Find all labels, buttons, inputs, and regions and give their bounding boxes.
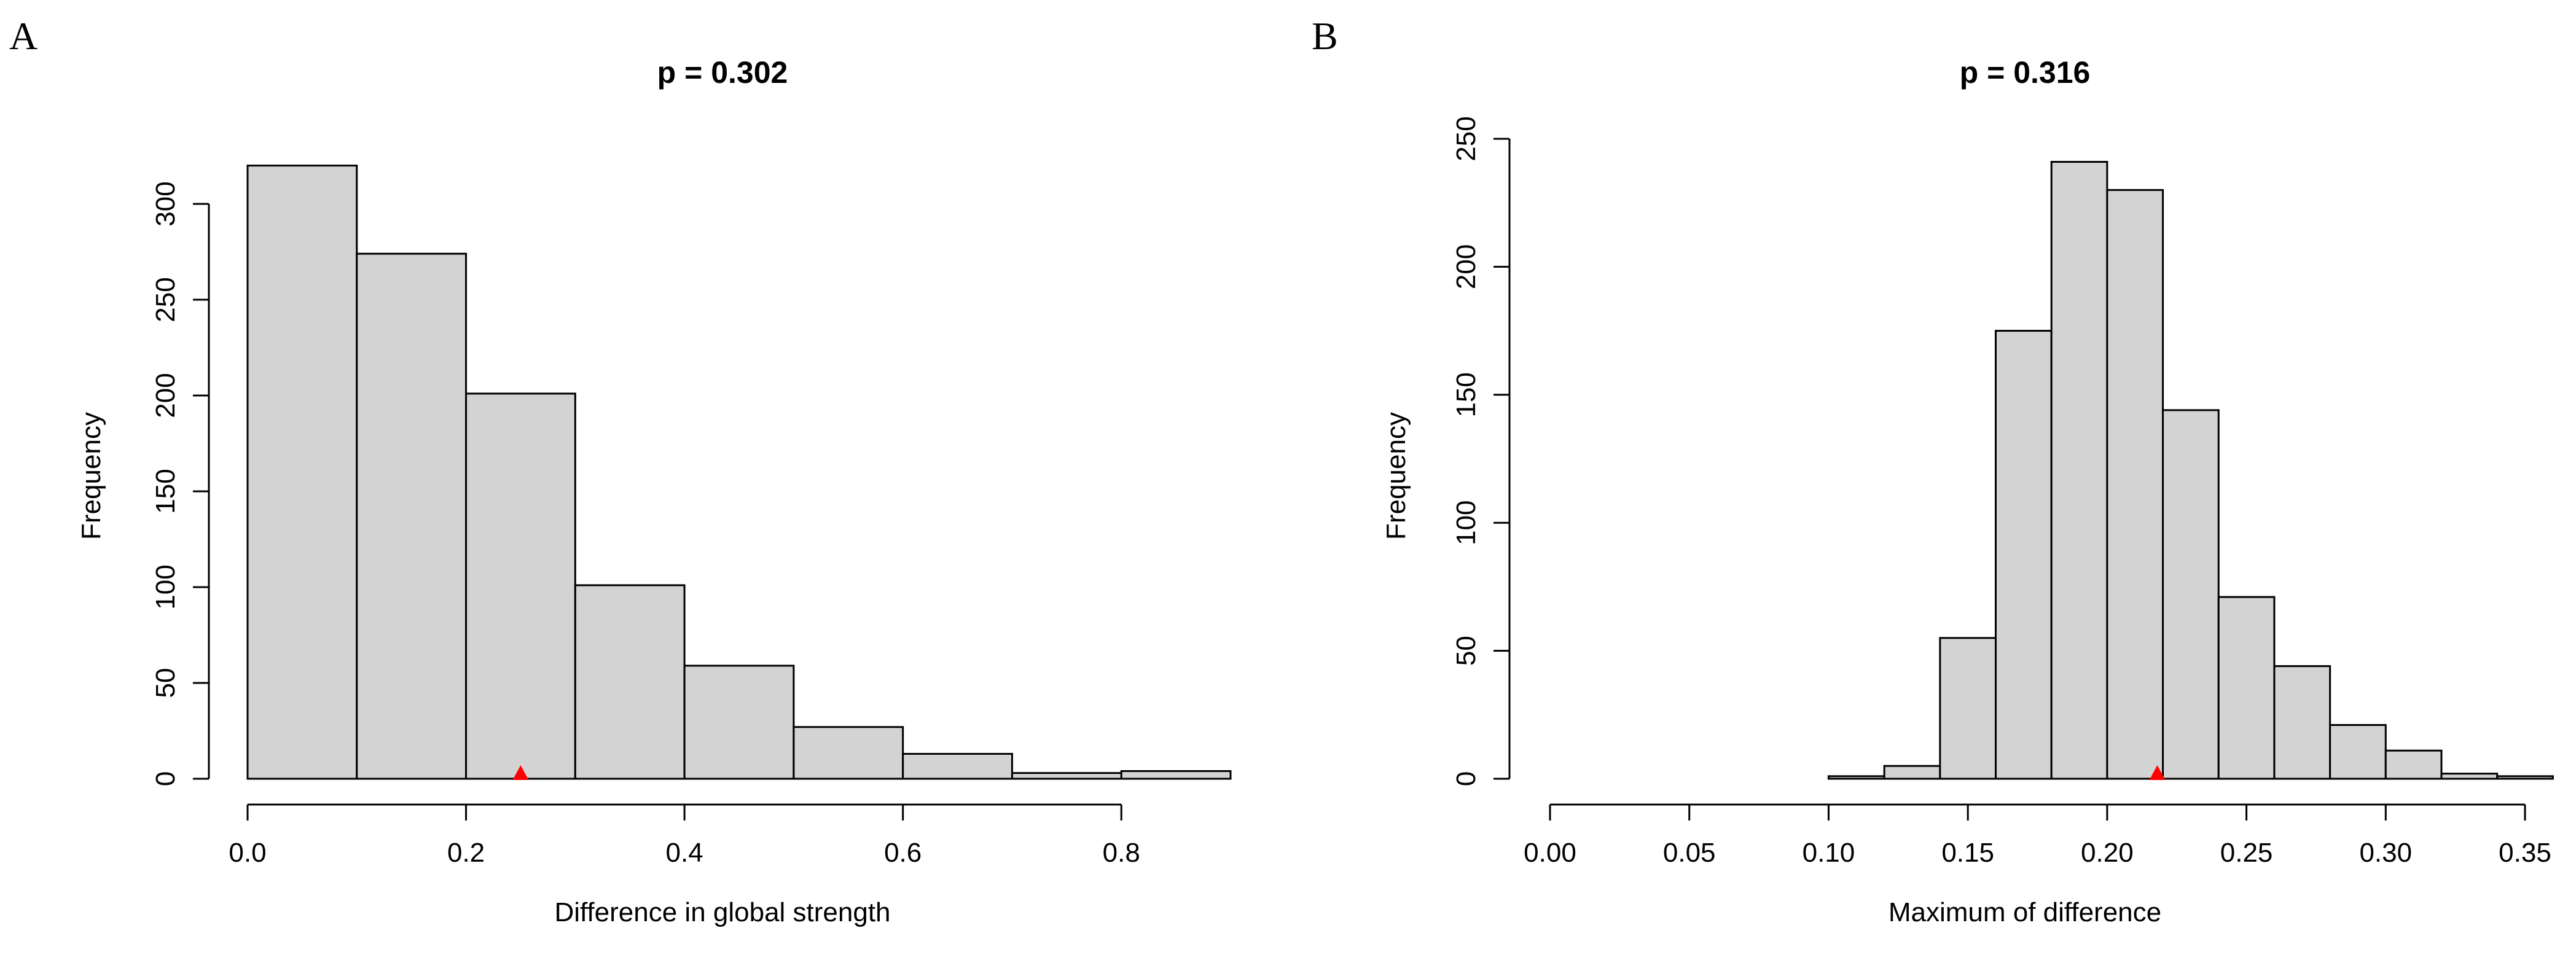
panel-b-y-axis-label: Frequency [1381, 412, 1411, 540]
panel-b-y-tick-label: 200 [1451, 244, 1481, 289]
panel-b-bar [1827, 775, 1885, 780]
panel-b-y-tick-label: 50 [1451, 636, 1481, 666]
panel-b-y-tick-label: 250 [1451, 116, 1481, 161]
panel-a-y-tick-label: 200 [151, 373, 181, 418]
panel-a-x-tick-label: 0.0 [229, 838, 266, 868]
panel-b-bar [1994, 330, 2053, 780]
panel-a-y-tick-label: 0 [151, 771, 181, 786]
panel-a-bar [1011, 772, 1122, 780]
panel-b-bar [1939, 637, 1997, 780]
panel-b-x-tick-label: 0.30 [2359, 838, 2412, 868]
panel-b-observed-marker [2149, 765, 2166, 780]
panel-b-x-tick-label: 0.00 [1524, 838, 1576, 868]
panel-b-bar [2106, 189, 2164, 780]
panel-b-y-tick-label: 100 [1451, 500, 1481, 545]
panel-a-y-tick-label: 100 [151, 564, 181, 609]
panel-a-bar [246, 165, 358, 780]
panel-a-x-tick-label: 0.4 [666, 838, 703, 868]
panel-a: A p = 0.302 Difference in global strengt… [9, 14, 1232, 927]
panel-a-bar [574, 584, 686, 780]
panel-a-plot-area: 0.0 0.2 0.4 0.6 0.8 0 50 100 150 200 250 300 [151, 165, 1232, 868]
panel-a-y-axis-label: Frequency [76, 412, 106, 540]
panel-b: B p = 0.316 Maximum of difference Freque… [1312, 14, 2554, 927]
panel-a-letter: A [9, 14, 37, 58]
panel-a-bar [1120, 770, 1232, 780]
panel-b-x-tick-label: 0.35 [2499, 838, 2551, 868]
panel-a-x-axis-label: Difference in global strength [554, 897, 890, 927]
panel-a-observed-marker [512, 765, 529, 780]
panel-b-bar [1883, 765, 1941, 780]
panel-a-y-tick-label: 150 [151, 469, 181, 513]
panel-b-bar [2440, 773, 2499, 780]
panel-a-x-tick-label: 0.8 [1103, 838, 1140, 868]
panel-b-x-tick-label: 0.20 [2081, 838, 2134, 868]
panel-a-x-tick-label: 0.2 [447, 838, 485, 868]
panel-b-bar [2496, 775, 2554, 780]
panel-b-x-tick-label: 0.10 [1803, 838, 1855, 868]
panel-b-bar [2162, 409, 2220, 780]
panel-a-bar [793, 726, 904, 780]
panel-b-x-tick-label: 0.05 [1663, 838, 1716, 868]
panel-b-bar [2273, 665, 2331, 780]
panel-a-title: p = 0.302 [657, 55, 788, 90]
panel-b-bar [2050, 161, 2108, 780]
panel-b-y-tick-label: 150 [1451, 372, 1481, 417]
panel-a-x-tick-label: 0.6 [884, 838, 922, 868]
panel-b-plot-area: 0.00 0.05 0.10 0.15 0.20 0.25 0.30 0.35 0 50 100 15… [1451, 116, 2554, 868]
panel-a-y-tick-label: 250 [151, 277, 181, 322]
panel-a-bar [465, 392, 576, 780]
panel-b-bar [2217, 596, 2276, 780]
panel-a-bar [683, 665, 795, 780]
panel-a-y-tick-label: 50 [151, 668, 181, 698]
panel-a-bar [356, 252, 468, 780]
panel-b-bar [2384, 749, 2443, 780]
panel-a-bar [902, 752, 1013, 780]
panel-a-y-tick-label: 300 [151, 181, 181, 226]
panel-b-x-tick-label: 0.25 [2220, 838, 2273, 868]
panel-b-x-axis-label: Maximum of difference [1889, 897, 2161, 927]
panel-b-y-tick-label: 0 [1451, 771, 1481, 786]
panel-b-bar [2329, 723, 2387, 780]
panel-b-letter: B [1312, 14, 1338, 58]
panel-b-x-tick-label: 0.15 [1941, 838, 1994, 868]
panel-b-title: p = 0.316 [1960, 55, 2091, 90]
